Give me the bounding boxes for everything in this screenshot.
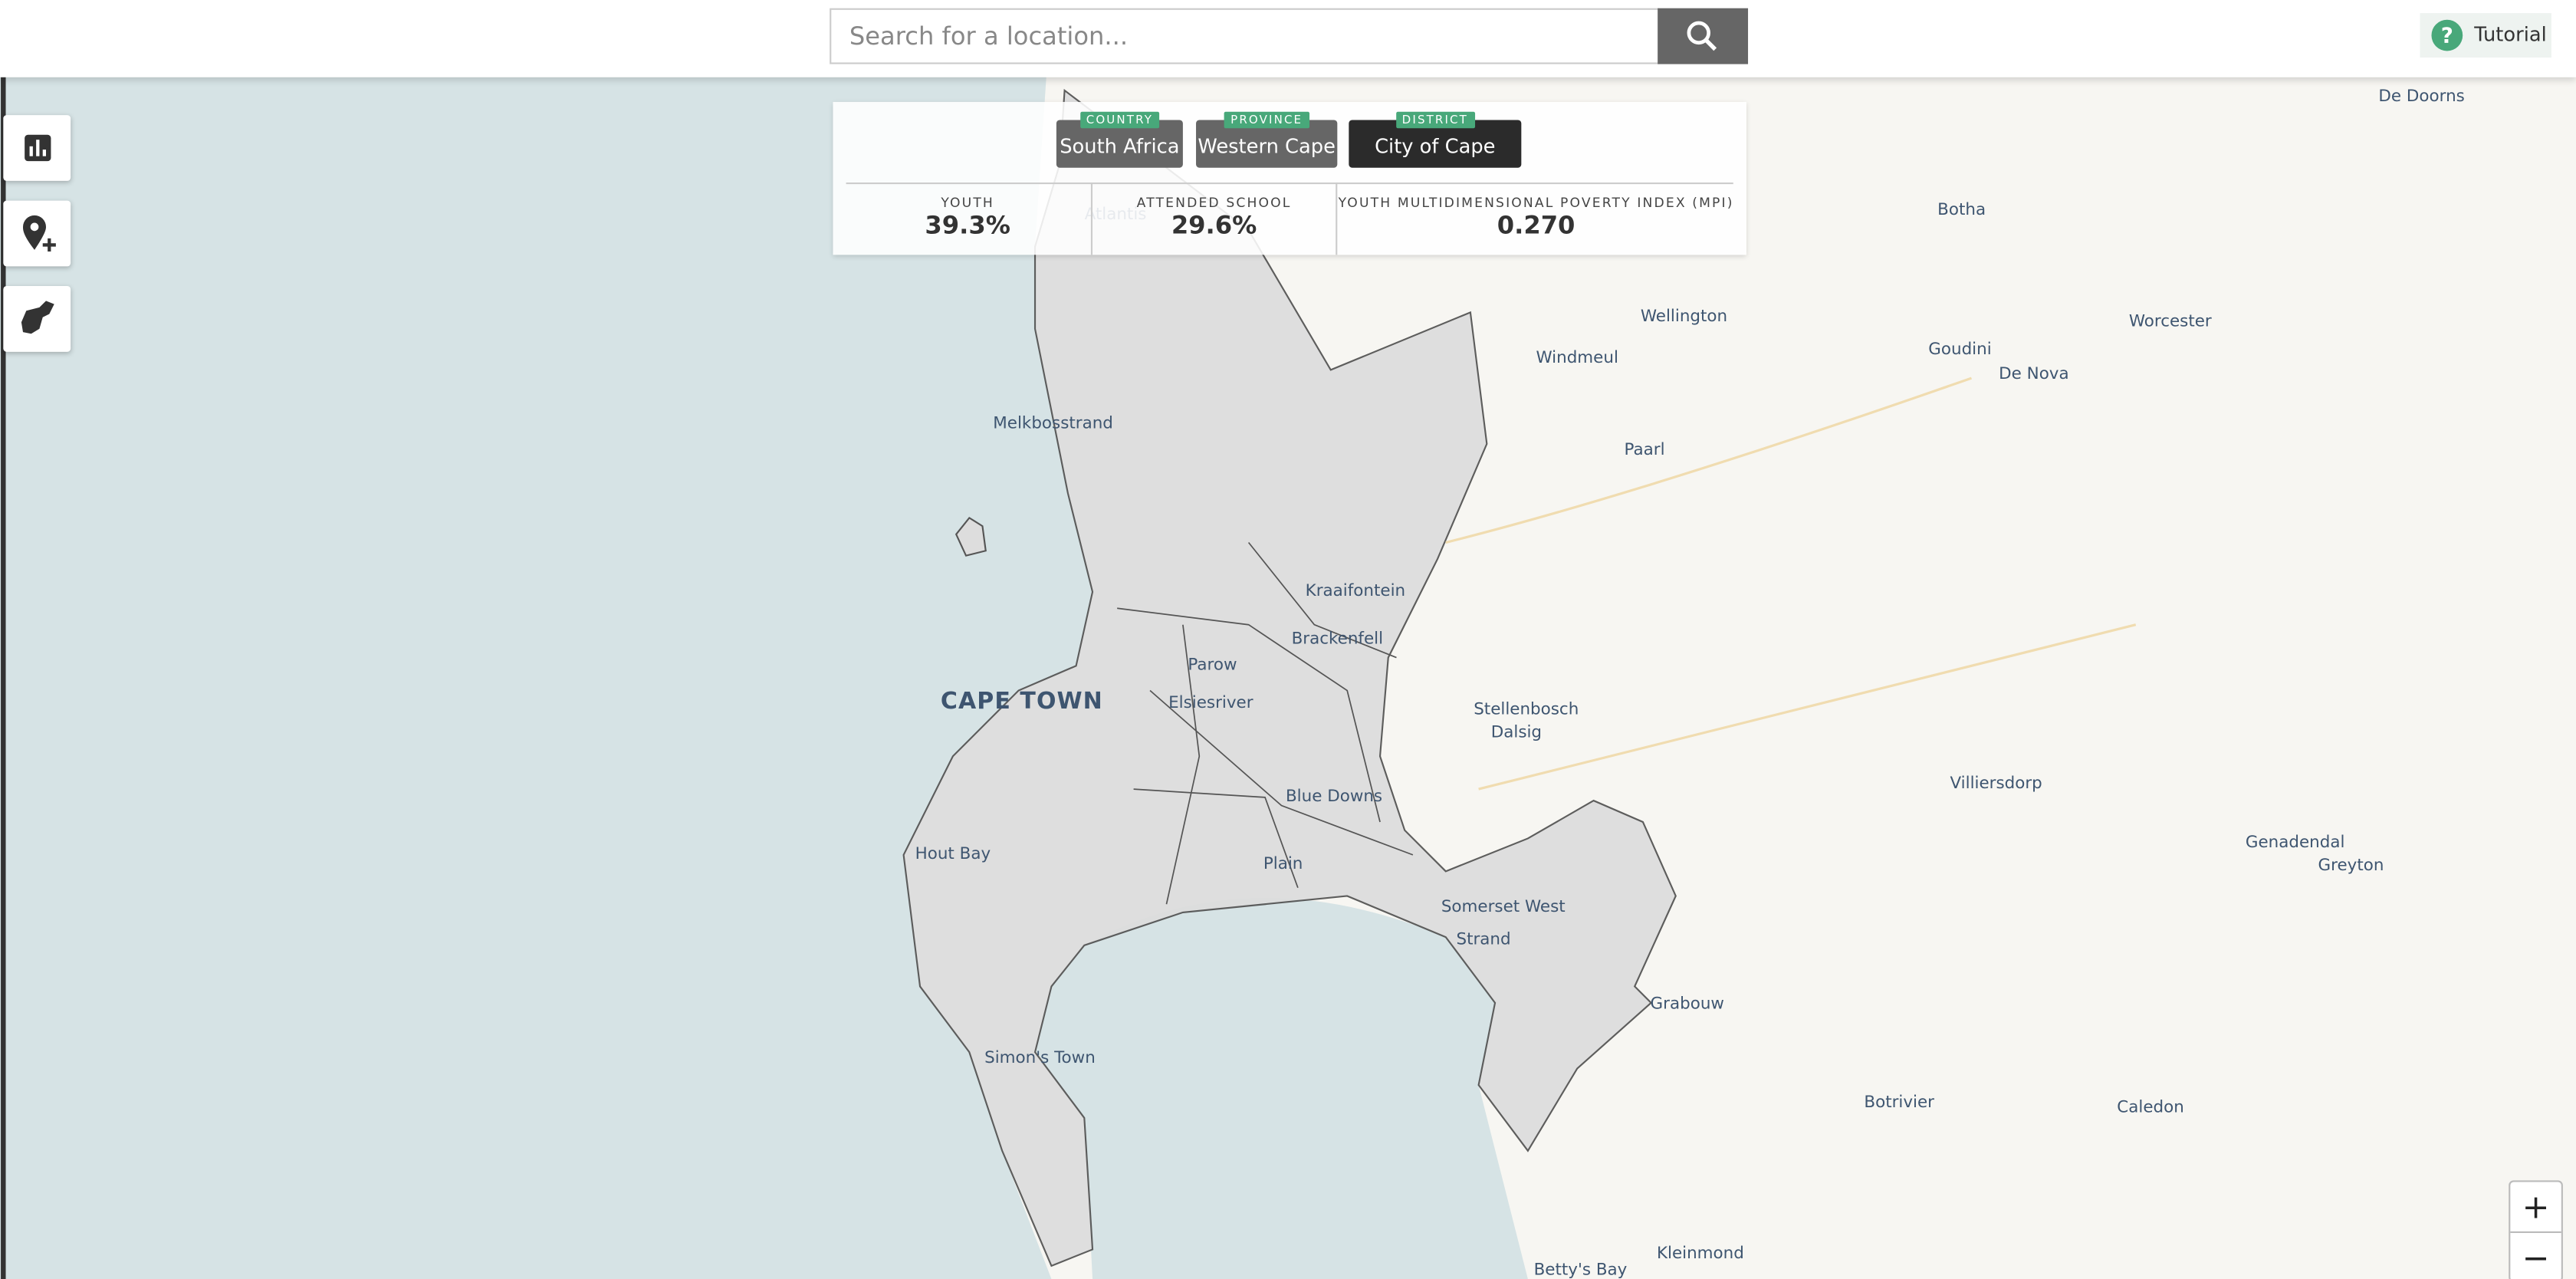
stat: ATTENDED SCHOOL 29.6% [1090,182,1336,255]
map-label: Paarl [1624,441,1665,460]
map-label: Betty's Bay [1533,1261,1628,1279]
search-input[interactable]: Search for a location... [830,8,1660,64]
zoom-control: + − [2509,1180,2563,1279]
stat-label: YOUTH MULTIDIMENSIONAL POVERTY INDEX (MP… [1338,196,1734,211]
map-label: Caledon [2117,1099,2184,1117]
map-label: Villiersdorp [1950,774,2042,794]
map-label: Simon's Town [984,1049,1096,1068]
map-label: Botrivier [1864,1093,1934,1113]
map-label: Hout Bay [915,846,991,864]
stat-value: 0.270 [1497,210,1576,241]
map-label: De Doorns [2378,87,2465,107]
zoom-out[interactable]: − [2522,1238,2550,1277]
divider [846,182,1733,185]
map-label: Melkbosstrand [993,415,1113,433]
map-label: Strand [1456,931,1511,950]
stat: YOUTH MULTIDIMENSIONAL POVERTY INDEX (MP… [1336,182,1735,255]
breadcrumb-level: PROVINCE [1224,111,1309,129]
map-label: Grabouw [1650,995,1724,1014]
map-label: Brackenfell [1291,630,1384,649]
stat-label: ATTENDED SCHOOL [1136,196,1292,211]
header: Search for a location... ? Tutorial [0,0,2576,77]
zoom-in[interactable]: + [2510,1182,2561,1233]
map-label: Wellington [1640,308,1728,327]
map-label: Kraaifontein [1305,583,1406,601]
tutorial-label: Tutorial [2474,23,2547,47]
map-label: Botha [1937,201,1986,220]
stat-value: 29.6% [1171,210,1257,241]
breadcrumb[interactable]: City of Cape Town DISTRICT [1349,111,1522,212]
map-label: Greyton [2318,857,2384,876]
breadcrumb[interactable]: South Africa COUNTRY [1056,111,1183,168]
map-label: Windmeul [1536,349,1618,368]
map-label: Dalsig [1490,724,1543,743]
map-label: De Nova [1999,366,2069,384]
map-label: Somerset West [1441,898,1566,917]
info-panel: South Africa COUNTRY Western Cape PROVINCE C… [833,101,1746,255]
svg-text:?: ? [2441,23,2453,48]
map-label: Worcester [2128,313,2212,332]
map-label: CAPE TOWN [940,689,1103,715]
map-label: Parow [1188,656,1237,676]
map-label: Plain [1263,855,1303,874]
map-label: Kleinmond [1656,1245,1744,1264]
map-label: Blue Downs [1285,788,1383,807]
country-button[interactable] [3,286,71,352]
map-label: Goudini [1928,340,1992,360]
map-label: Genadendal [2245,834,2345,853]
breadcrumb[interactable]: Western Cape PROVINCE [1196,111,1338,168]
map-label: Elsiesriver [1168,694,1254,713]
stat-label: YOUTH [941,196,994,211]
tutorial-button[interactable]: ? Tutorial [2420,13,2551,58]
map-label: Stellenbosch [1474,701,1579,719]
breadcrumb-level: DISTRICT [1395,111,1475,129]
stat-value: 39.3% [925,210,1010,241]
search-button[interactable] [1658,8,1749,64]
chart-button[interactable] [3,115,71,181]
add-point-button[interactable] [3,200,71,267]
stat: YOUTH 39.3% [846,182,1089,255]
breadcrumb-level: COUNTRY [1079,111,1160,129]
